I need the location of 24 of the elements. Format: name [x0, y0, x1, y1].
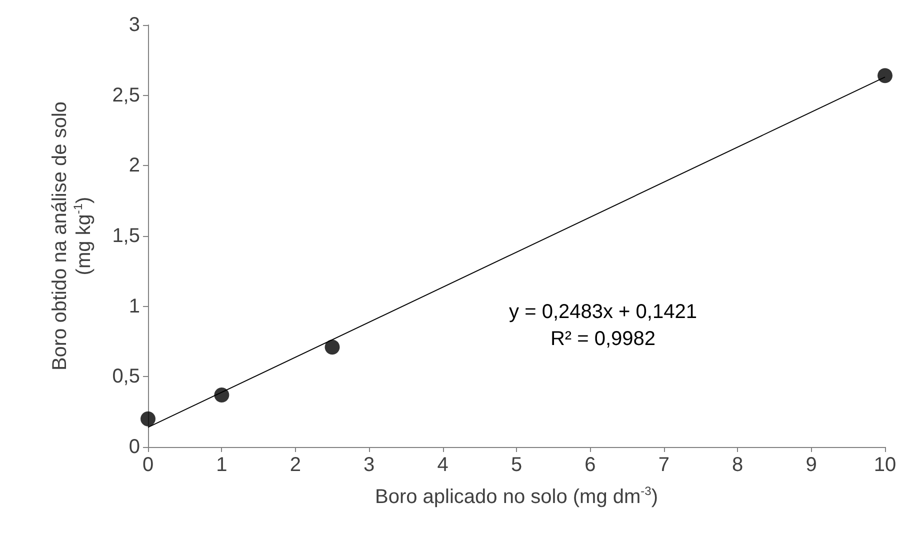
y-tick-label: 0 [128, 436, 140, 458]
x-tick-label: 7 [658, 454, 670, 476]
point [324, 340, 340, 355]
x-tick-label: 6 [584, 454, 596, 476]
y-tick-label: 0,5 [112, 366, 140, 388]
y-tick-label: 3 [128, 14, 140, 36]
annotation: R² = 0,9982 [550, 328, 656, 350]
x-tick-label: 10 [874, 454, 896, 476]
point [214, 387, 230, 402]
x-tick-label: 0 [142, 454, 154, 476]
x-tick-label: 1 [216, 454, 228, 476]
y-tick-label: 1,5 [112, 225, 140, 247]
x-tick-label: 5 [510, 454, 522, 476]
x-tick-label: 3 [364, 454, 375, 476]
annotation: y = 0,2483x + 0,1421 [509, 301, 697, 323]
point [878, 68, 892, 84]
x-tick-label: 4 [437, 454, 448, 476]
point [140, 411, 156, 426]
x-tick-label: 9 [806, 454, 817, 476]
x-tick-label: 8 [732, 454, 744, 476]
y-tick-label: 2 [128, 154, 140, 177]
y-tick-label: 2,5 [112, 84, 140, 106]
x-tick-label: 2 [290, 454, 301, 476]
y-tick-label: 1 [128, 295, 140, 318]
